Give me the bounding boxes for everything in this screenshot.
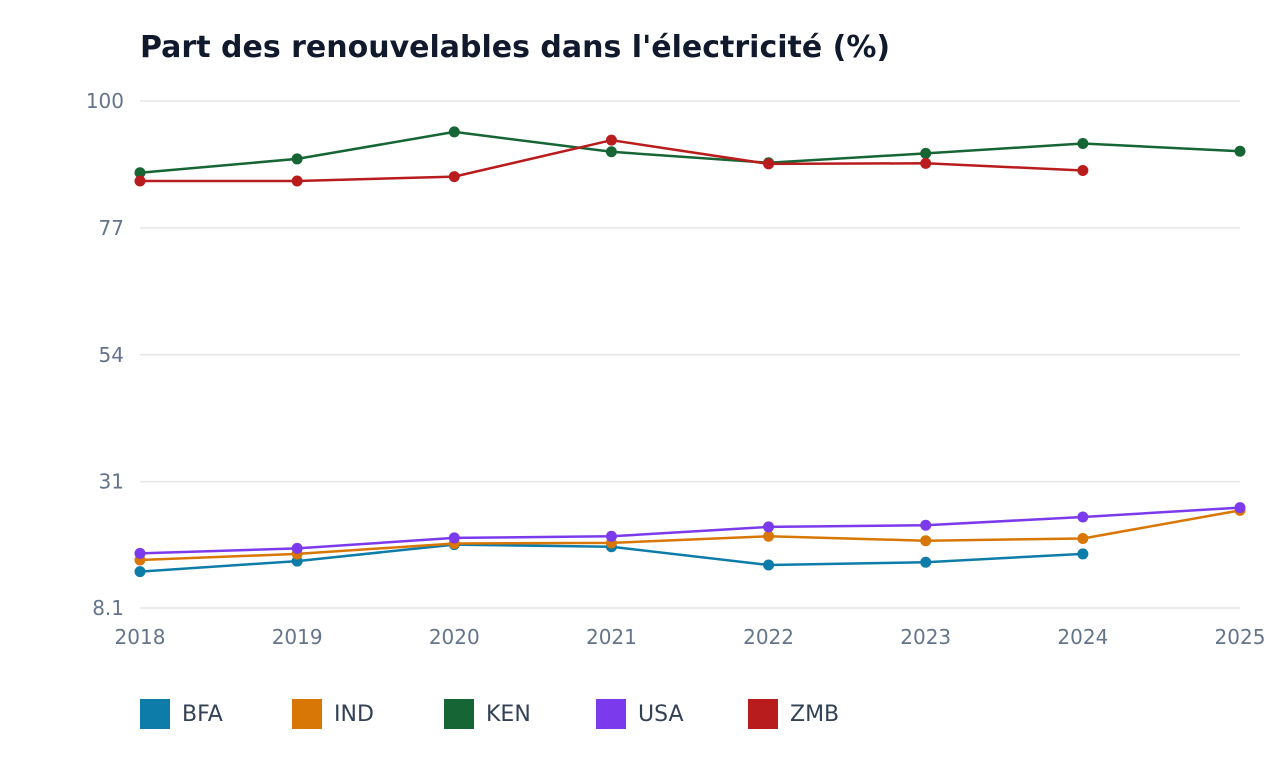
y-tick-label: 77	[99, 216, 124, 240]
legend-swatch	[292, 699, 322, 729]
data-point	[1077, 548, 1089, 560]
data-point	[605, 134, 617, 146]
x-tick-label: 2023	[900, 625, 951, 649]
line-chart: 100 77 54 31 8.1 2018 2019 2020 2021 2022 2023 202…	[86, 89, 1266, 649]
data-point	[134, 167, 146, 179]
x-tick-label: 2020	[429, 625, 480, 649]
data-point	[1234, 502, 1246, 514]
legend-swatch	[596, 699, 626, 729]
series-ind	[134, 504, 1246, 566]
y-tick-label: 54	[99, 343, 124, 367]
data-point	[605, 146, 617, 158]
data-point	[920, 519, 932, 531]
data-point	[763, 521, 775, 533]
series-line	[139, 130, 1241, 174]
legend-item-zmb: ZMB	[748, 699, 900, 729]
data-point	[291, 542, 303, 554]
data-point	[920, 556, 932, 568]
data-point	[763, 158, 775, 170]
x-tick-label: 2022	[743, 625, 794, 649]
series-zmb	[134, 134, 1089, 187]
x-tick-label: 2021	[586, 625, 637, 649]
x-tick-label: 2018	[115, 625, 166, 649]
legend-label: USA	[638, 701, 684, 727]
legend-label: BFA	[182, 701, 223, 727]
data-point	[920, 157, 932, 169]
data-point	[763, 559, 775, 571]
data-point	[134, 547, 146, 559]
y-tick-label: 31	[99, 470, 124, 494]
gridlines	[140, 100, 1240, 609]
legend-swatch	[140, 699, 170, 729]
data-point	[448, 171, 460, 183]
legend-swatch	[444, 699, 474, 729]
data-point	[448, 532, 460, 544]
legend-swatch	[748, 699, 778, 729]
legend: BFA IND KEN USA ZMB	[140, 699, 900, 729]
data-point	[763, 530, 775, 542]
data-point	[1234, 145, 1246, 157]
data-point	[1077, 165, 1089, 177]
data-point	[291, 153, 303, 165]
data-point	[920, 147, 932, 159]
legend-item-ken: KEN	[444, 699, 596, 729]
x-axis-ticks: 2018 2019 2020 2021 2022 2023 2024 2025	[115, 625, 1266, 649]
y-tick-label: 8.1	[92, 596, 124, 620]
series-ken	[134, 126, 1246, 179]
series-line	[139, 509, 1241, 562]
x-tick-label: 2025	[1215, 625, 1266, 649]
data-point	[605, 530, 617, 542]
legend-label: ZMB	[790, 701, 840, 727]
legend-label: IND	[334, 701, 374, 727]
series-line	[139, 506, 1241, 555]
legend-label: KEN	[486, 701, 531, 727]
data-point	[448, 126, 460, 138]
legend-item-usa: USA	[596, 699, 748, 729]
data-point	[291, 175, 303, 187]
x-tick-label: 2019	[272, 625, 323, 649]
chart-title: Part des renouvelables dans l'électricit…	[140, 30, 891, 65]
legend-item-bfa: BFA	[140, 699, 292, 729]
data-point	[1077, 532, 1089, 544]
data-point	[1077, 511, 1089, 523]
data-point	[134, 175, 146, 187]
legend-item-ind: IND	[292, 699, 444, 729]
y-axis-ticks: 100 77 54 31 8.1	[86, 89, 124, 620]
data-point	[920, 535, 932, 547]
x-tick-label: 2024	[1057, 625, 1108, 649]
series-usa	[134, 502, 1246, 559]
series-lines	[134, 126, 1246, 578]
y-tick-label: 100	[86, 89, 124, 113]
data-point	[1077, 137, 1089, 149]
data-point	[134, 566, 146, 578]
